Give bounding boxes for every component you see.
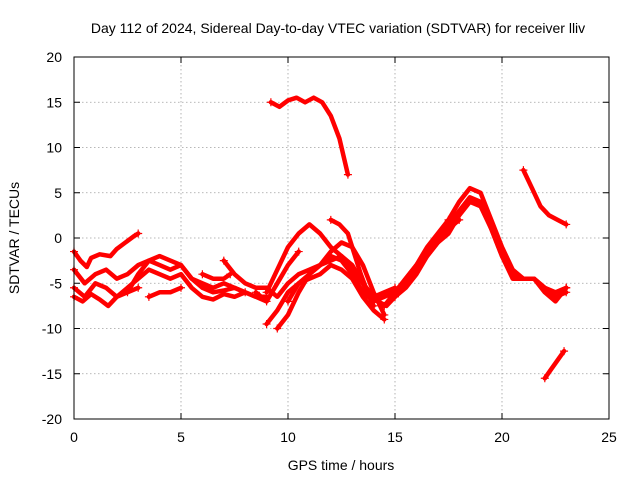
series-arc-19 bbox=[401, 215, 464, 288]
y-tick-label: -15 bbox=[42, 366, 62, 382]
grid-lines bbox=[74, 57, 609, 419]
data-point bbox=[369, 297, 378, 306]
y-tick-label: 15 bbox=[46, 94, 62, 110]
x-tick-label: 10 bbox=[280, 429, 296, 445]
series-line bbox=[125, 253, 269, 304]
data-point bbox=[144, 292, 153, 301]
y-tick-label: 20 bbox=[46, 49, 62, 65]
data-point bbox=[198, 270, 207, 279]
data-point bbox=[262, 288, 271, 297]
data-point bbox=[562, 220, 571, 229]
series-arc-01 bbox=[70, 229, 143, 270]
series-line bbox=[71, 258, 248, 295]
x-tick-label: 25 bbox=[601, 429, 617, 445]
x-tick-label: 5 bbox=[177, 429, 185, 445]
series-arc-12 bbox=[262, 262, 389, 328]
series-line bbox=[392, 199, 569, 300]
data-point bbox=[380, 301, 389, 310]
data-point bbox=[560, 347, 569, 356]
chart-title: Day 112 of 2024, Sidereal Day-to-day VTE… bbox=[91, 20, 585, 36]
x-tick-label: 20 bbox=[494, 429, 510, 445]
x-tick-label: 15 bbox=[387, 429, 403, 445]
series-line bbox=[221, 253, 376, 304]
series-arc-14 bbox=[266, 95, 352, 179]
data-point bbox=[266, 98, 275, 107]
data-point bbox=[251, 288, 260, 297]
data-point bbox=[177, 283, 185, 292]
series-line bbox=[542, 348, 567, 381]
data-point bbox=[380, 315, 389, 324]
series-line bbox=[71, 231, 141, 270]
series-layer bbox=[70, 95, 571, 383]
data-point bbox=[273, 324, 282, 333]
data-point bbox=[326, 215, 335, 224]
series-arc-20 bbox=[519, 166, 571, 229]
series-line bbox=[382, 217, 451, 309]
y-tick-label: 5 bbox=[54, 185, 62, 201]
series-arc-13 bbox=[284, 253, 399, 306]
data-point bbox=[123, 288, 132, 297]
data-point bbox=[134, 229, 143, 238]
data-point bbox=[284, 297, 292, 306]
series-line bbox=[268, 95, 351, 177]
y-tick-label: -20 bbox=[42, 411, 62, 427]
series-arc-18 bbox=[380, 215, 453, 310]
data-point bbox=[343, 170, 352, 179]
data-point bbox=[294, 247, 303, 256]
series-line bbox=[264, 262, 387, 327]
series-line bbox=[275, 240, 387, 331]
x-axis-label: GPS time / hours bbox=[288, 457, 395, 473]
series-arc-07 bbox=[198, 270, 235, 281]
series-line bbox=[328, 195, 569, 309]
y-tick-label: -5 bbox=[50, 275, 63, 291]
y-tick-label: -10 bbox=[42, 321, 62, 337]
series-arc-06 bbox=[144, 283, 185, 301]
series-arc-17 bbox=[391, 199, 571, 301]
series-arc-09 bbox=[251, 247, 303, 304]
series-line bbox=[71, 267, 269, 302]
series-arc-21 bbox=[540, 347, 569, 383]
x-tick-label: 0 bbox=[70, 429, 78, 445]
series-line bbox=[146, 285, 184, 300]
series-line bbox=[200, 271, 233, 281]
data-point bbox=[519, 166, 528, 175]
data-point bbox=[262, 319, 271, 328]
data-point bbox=[444, 215, 453, 224]
y-tick-label: 0 bbox=[54, 230, 62, 246]
series-line bbox=[521, 167, 569, 227]
series-line bbox=[285, 253, 398, 304]
series-arc-05 bbox=[123, 253, 271, 306]
data-point bbox=[401, 279, 410, 288]
data-point bbox=[219, 256, 228, 265]
data-point bbox=[134, 283, 143, 292]
series-line bbox=[253, 249, 301, 304]
data-point bbox=[540, 374, 549, 383]
axis-ticks: 0 5 10 15 20 25 -20 -15 -10 -5 0 5 10 15 20 bbox=[42, 49, 617, 445]
y-tick-label: 10 bbox=[46, 140, 62, 156]
data-point bbox=[562, 283, 571, 292]
series-line bbox=[403, 217, 462, 286]
data-point bbox=[455, 215, 464, 224]
y-axis-label: SDTVAR / TECUs bbox=[6, 182, 22, 294]
